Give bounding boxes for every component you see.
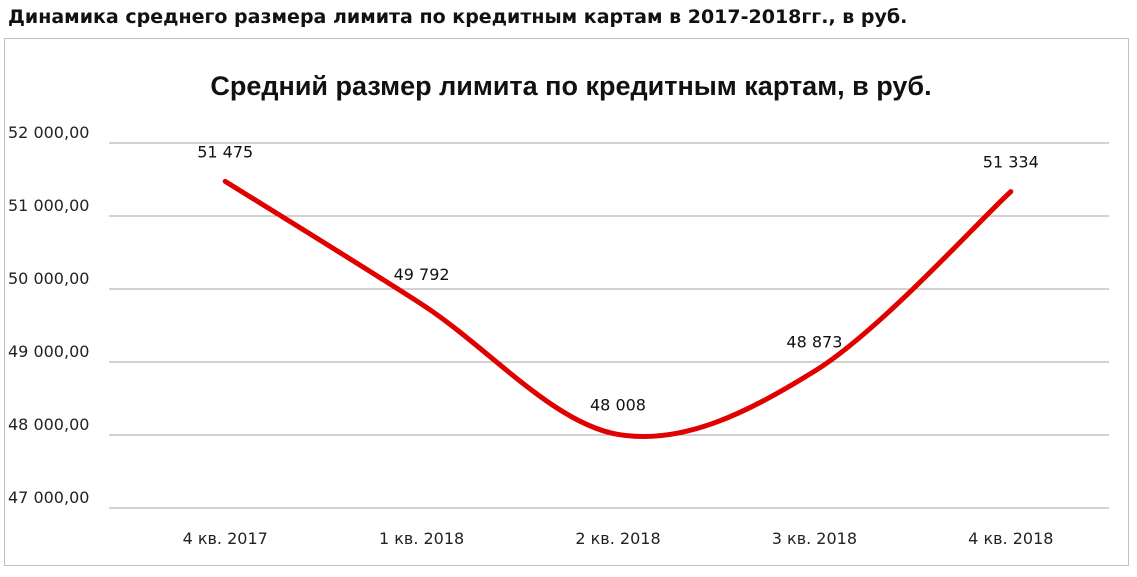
- data-label: 48 873: [786, 332, 842, 351]
- y-tick-label: 49 000,00: [8, 342, 89, 361]
- y-tick-label: 50 000,00: [8, 269, 89, 288]
- y-tick-label: 47 000,00: [8, 488, 89, 507]
- chart-frame: Средний размер лимита по кредитным карта…: [4, 38, 1129, 566]
- y-tick-label: 51 000,00: [8, 196, 89, 215]
- data-label: 51 475: [197, 142, 253, 161]
- x-tick-label: 1 кв. 2018: [379, 529, 464, 548]
- data-label: 49 792: [394, 265, 450, 284]
- line-chart: Средний размер лимита по кредитным карта…: [8, 71, 1109, 548]
- y-tick-label: 48 000,00: [8, 415, 89, 434]
- x-tick-label: 4 кв. 2018: [968, 529, 1053, 548]
- x-tick-label: 2 кв. 2018: [575, 529, 660, 548]
- chart-title: Средний размер лимита по кредитным карта…: [210, 71, 931, 101]
- data-label: 48 008: [590, 395, 646, 414]
- x-tick-label: 3 кв. 2018: [772, 529, 857, 548]
- y-tick-label: 52 000,00: [8, 123, 89, 142]
- data-label: 51 334: [983, 153, 1039, 172]
- page-title: Динамика среднего размера лимита по кред…: [8, 6, 908, 28]
- series-line: [222, 178, 1014, 440]
- x-tick-label: 4 кв. 2017: [183, 529, 268, 548]
